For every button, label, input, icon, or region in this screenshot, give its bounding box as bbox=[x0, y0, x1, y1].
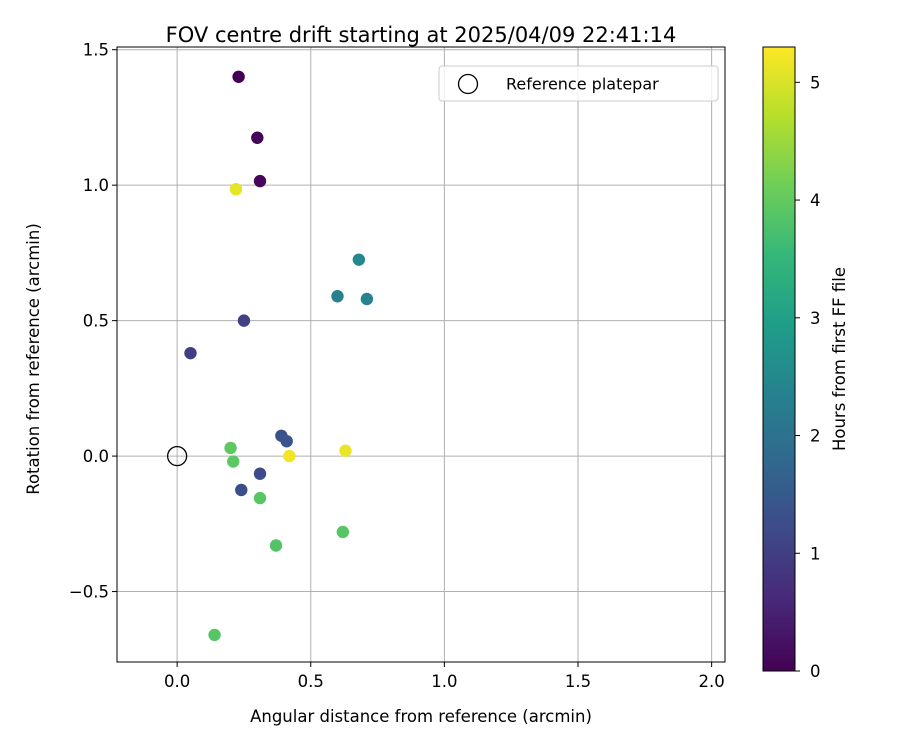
y-axis-ticks: −0.5 0.0 0.5 1.0 1.5 bbox=[69, 41, 117, 602]
reference-point bbox=[166, 445, 188, 467]
legend: Reference platepar bbox=[438, 65, 719, 102]
y-tick-label: 0.5 bbox=[83, 312, 109, 331]
data-point bbox=[269, 539, 283, 552]
plot-frame bbox=[116, 46, 726, 663]
legend-label: Reference platepar bbox=[506, 75, 659, 94]
colorbar-ticks: 0 1 2 3 4 5 bbox=[795, 73, 821, 681]
data-point bbox=[331, 290, 344, 303]
y-axis-label: Rotation from reference (arcmin) bbox=[24, 223, 43, 495]
data-point bbox=[229, 183, 243, 196]
plot-area: 0.0 0.5 1.0 1.5 2.0 −0.5 0.0 0.5 1.0 1.5 bbox=[69, 41, 726, 691]
data-point bbox=[253, 467, 267, 480]
data-point bbox=[227, 455, 240, 468]
colorbar-tick-label: 0 bbox=[810, 662, 821, 681]
colorbar-tick-label: 4 bbox=[810, 191, 821, 210]
data-point bbox=[235, 483, 248, 497]
data-point bbox=[336, 525, 350, 539]
y-tick-label: 0.0 bbox=[83, 447, 109, 466]
colorbar-tick-label: 1 bbox=[810, 544, 821, 563]
x-tick-label: 2.0 bbox=[699, 672, 725, 691]
y-tick-label: 1.5 bbox=[83, 41, 109, 60]
data-point bbox=[360, 292, 374, 306]
data-point bbox=[232, 70, 245, 84]
legend-reference-marker bbox=[457, 73, 479, 95]
y-tick-label: 1.0 bbox=[83, 176, 109, 195]
y-tick-label: −0.5 bbox=[69, 583, 109, 602]
reference-marker bbox=[166, 445, 188, 467]
data-point bbox=[251, 131, 264, 144]
colorbar-gradient bbox=[763, 47, 795, 671]
data-point bbox=[352, 253, 366, 266]
data-point bbox=[208, 628, 221, 642]
x-axis-ticks: 0.0 0.5 1.0 1.5 2.0 bbox=[164, 662, 725, 691]
data-point bbox=[339, 444, 352, 457]
colorbar-frame bbox=[762, 46, 796, 672]
data-point bbox=[253, 491, 267, 505]
grid bbox=[117, 47, 725, 662]
data-point bbox=[253, 174, 267, 188]
x-tick-label: 1.5 bbox=[565, 672, 591, 691]
x-tick-label: 1.0 bbox=[431, 672, 457, 691]
data-point bbox=[184, 346, 197, 360]
data-point bbox=[283, 449, 296, 463]
colorbar: 0 1 2 3 4 5 Hours from first FF file bbox=[762, 46, 849, 681]
x-axis-label: Angular distance from reference (arcmin) bbox=[250, 707, 592, 726]
legend-box bbox=[438, 65, 719, 102]
data-point bbox=[237, 314, 251, 327]
chart-title: FOV centre drift starting at 2025/04/09 … bbox=[166, 23, 677, 47]
colorbar-tick-label: 5 bbox=[810, 73, 821, 92]
x-tick-label: 0.5 bbox=[298, 672, 324, 691]
data-point bbox=[224, 441, 237, 455]
data-point bbox=[280, 434, 293, 448]
colorbar-tick-label: 3 bbox=[810, 309, 821, 328]
colorbar-label: Hours from first FF file bbox=[830, 267, 849, 451]
points bbox=[184, 70, 374, 642]
x-tick-label: 0.0 bbox=[164, 672, 190, 691]
colorbar-tick-label: 2 bbox=[810, 427, 821, 446]
